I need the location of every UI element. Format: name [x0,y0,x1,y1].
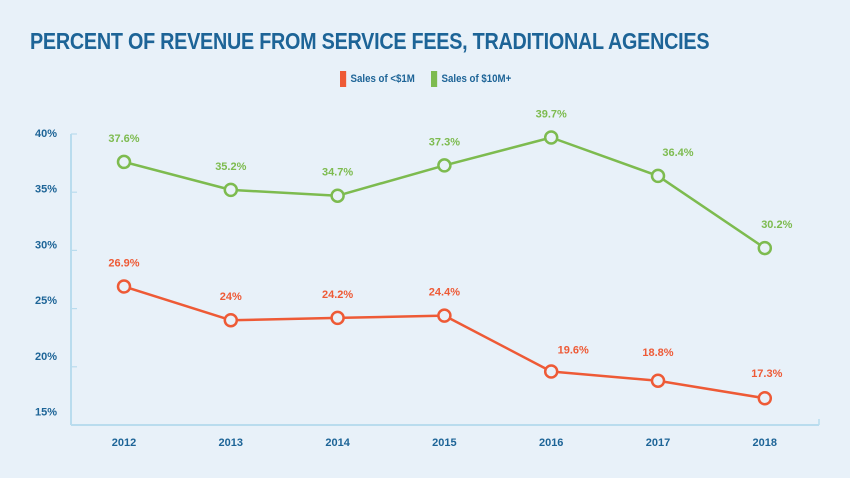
data-label: 24.2% [322,289,353,301]
data-point [650,168,666,184]
data-label: 24% [220,291,242,303]
legend-swatch-small-sales [340,71,347,87]
data-label: 35.2% [215,161,246,173]
x-tick-label: 2016 [539,437,563,449]
chart-title: PERCENT OF REVENUE FROM SERVICE FEES, TR… [30,28,710,54]
legend-item-large-sales: Sales of $10M+ [431,71,511,87]
data-point [757,390,773,406]
data-point [650,373,666,389]
data-point [757,240,773,256]
data-label: 26.9% [108,257,139,269]
data-point [223,182,239,198]
x-tick-label: 2015 [432,437,456,449]
data-point [437,158,452,173]
x-tick-label: 2012 [112,437,136,449]
y-tick-label: 40% [35,128,57,140]
x-tick-label: 2018 [753,437,777,449]
data-point [116,279,132,294]
data-label: 36.4% [662,147,693,159]
legend: Sales of <$1M Sales of $10M+ [340,71,528,87]
data-point [543,364,559,379]
legend-label-small-sales: Sales of <$1M [350,73,415,85]
y-tick-label: 20% [35,351,57,363]
data-label: 37.6% [108,133,139,145]
data-label: 39.7% [536,108,567,120]
data-label: 18.8% [642,347,673,359]
y-tick-label: 35% [35,184,57,196]
data-label: 37.3% [429,136,460,148]
legend-item-small-sales: Sales of <$1M [340,71,415,87]
legend-label-large-sales: Sales of $10M+ [441,73,512,85]
data-point [330,310,345,326]
y-tick-label: 15% [35,407,57,419]
x-tick-label: 2013 [219,437,243,449]
data-point [543,130,559,145]
x-tick-label: 2017 [646,437,670,449]
data-point [223,312,239,328]
data-point [116,154,132,170]
x-tick-label: 2014 [325,437,350,449]
y-tick-label: 30% [35,239,57,251]
data-label: 30.2% [761,219,792,231]
data-label: 17.3% [751,368,782,380]
data-label: 24.4% [429,287,460,299]
data-point [437,308,452,323]
legend-swatch-large-sales [431,71,438,87]
data-label: 34.7% [322,167,353,179]
y-tick-label: 25% [35,295,57,307]
data-label: 19.6% [558,344,589,356]
data-point [330,188,345,203]
